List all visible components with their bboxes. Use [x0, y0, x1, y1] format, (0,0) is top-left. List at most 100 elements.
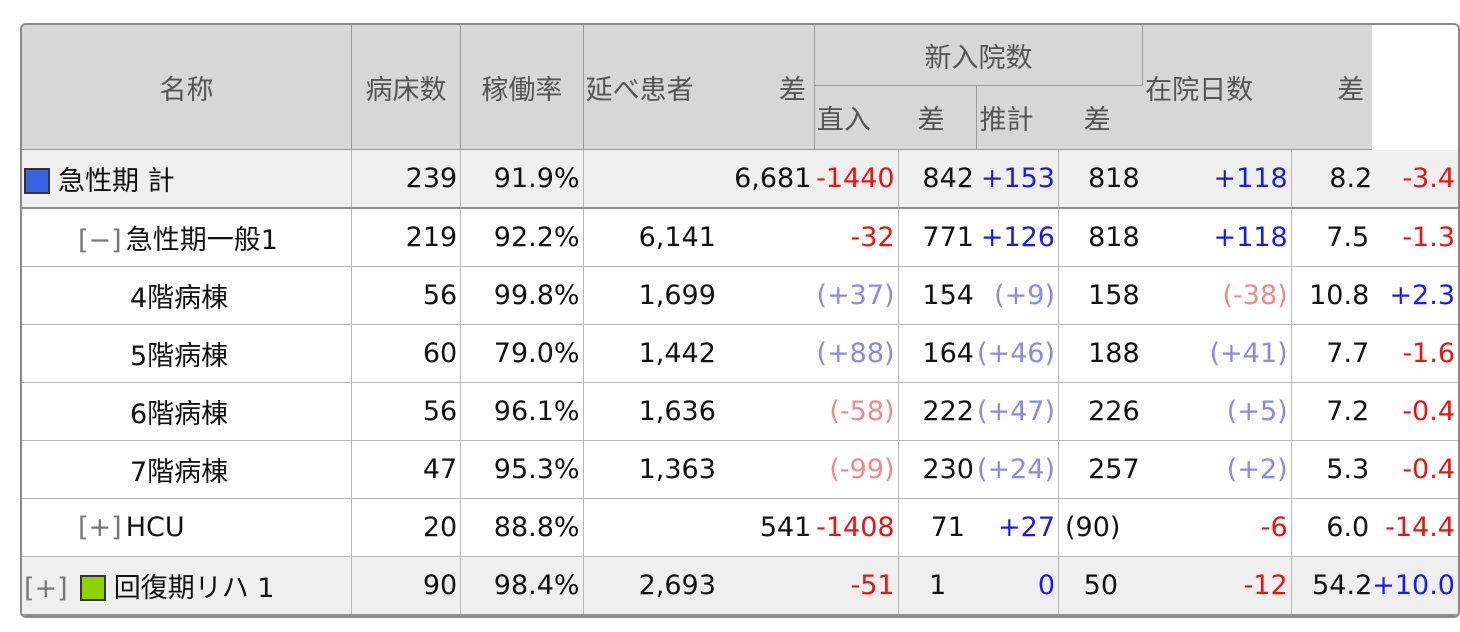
header-estimated: 推計 差 [976, 85, 1143, 150]
table-row: 7階病棟 47 95.3% 1,363 (-99) 230 (+24) 257 … [22, 440, 1458, 499]
est-cell: 188 [1058, 324, 1143, 383]
patient-days-diff-cell: (+37) [814, 266, 899, 325]
header-los: 在院日数 差 [1142, 25, 1373, 150]
patient-days-cell: 6,681 [583, 149, 815, 209]
patient-days-diff-cell: (-58) [814, 382, 899, 441]
table-row: 5階病棟 60 79.0% 1,442 (+88) 164 (+46) 188 … [22, 324, 1458, 383]
occupancy-cell: 92.2% [460, 208, 584, 267]
direct-diff-cell: (+47) [976, 382, 1059, 441]
expand-toggle[interactable]: [+] [78, 512, 122, 543]
los-cell: 6.0 [1291, 498, 1373, 557]
patient-days-diff-cell: -32 [814, 208, 899, 267]
est-cell: 158 [1058, 266, 1143, 325]
patient-days-diff-cell: (+88) [814, 324, 899, 383]
table-row: 4階病棟 56 99.8% 1,699 (+37) 154 (+9) 158 (… [22, 266, 1458, 325]
table-row: [+] 回復期リハ 1 90 98.4% 2,693 -51 1 0 50 -12… [22, 556, 1458, 615]
header-los-diff: 差 [1337, 74, 1365, 106]
row-name-cell[interactable]: [−] 急性期一般1 [22, 208, 352, 267]
est-diff-cell: +118 [1142, 149, 1292, 209]
patient-days-diff-cell: -1408 [814, 498, 899, 557]
patient-days-cell: 541 [583, 498, 815, 557]
beds-cell: 56 [351, 266, 462, 325]
est-cell: 818 [1058, 208, 1143, 267]
collapse-toggle[interactable]: [−] [78, 225, 122, 256]
header-patient-days-diff: 差 [778, 74, 806, 106]
occupancy-cell: 96.1% [460, 382, 584, 441]
occupancy-cell: 98.4% [460, 556, 584, 615]
ward-stats-table: 名称 病床数 稼働率 延べ患者差 新入院数 在院日数差 直入差 推計差 急性期 … [22, 25, 1458, 616]
los-cell: 10.8 [1291, 266, 1373, 325]
patient-days-cell: 1,636 [583, 382, 815, 441]
header-patient-days-label: 延べ患者 [585, 74, 694, 106]
header-patient-days: 延べ患者 差 [583, 25, 815, 150]
acute-color-square-icon [24, 168, 50, 194]
los-cell: 7.2 [1291, 382, 1373, 441]
patient-days-cell: 1,699 [583, 266, 815, 325]
direct-cell: 1 [898, 556, 977, 615]
direct-diff-cell: (+24) [976, 440, 1059, 499]
est-diff-cell: (+5) [1142, 382, 1292, 441]
header-estimated-label: 推計 [979, 105, 1034, 136]
direct-diff-cell: 0 [976, 556, 1059, 615]
occupancy-cell: 91.9% [460, 149, 584, 209]
patient-days-cell: 6,141 [583, 208, 815, 267]
header-direct-label: 直入 [816, 105, 871, 136]
est-cell: 818 [1058, 149, 1143, 209]
row-name-cell: 急性期 計 [22, 149, 352, 209]
est-diff-cell: (+2) [1142, 440, 1292, 499]
row-name: 急性期 計 [58, 166, 175, 197]
patient-days-cell: 1,363 [583, 440, 815, 499]
direct-cell: 71 [898, 498, 977, 557]
direct-cell: 771 [898, 208, 977, 267]
direct-diff-cell: (+9) [976, 266, 1059, 325]
los-cell: 54.2 [1291, 556, 1373, 615]
patient-days-cell: 2,693 [583, 556, 815, 615]
est-diff-cell: (-38) [1142, 266, 1292, 325]
row-name-cell: 7階病棟 [22, 440, 352, 499]
patient-days-diff-cell: -51 [814, 556, 899, 615]
beds-cell: 47 [351, 440, 462, 499]
row-name-cell: 4階病棟 [22, 266, 352, 325]
direct-cell: 222 [898, 382, 977, 441]
est-cell: 50 [1058, 556, 1143, 615]
row-name: 回復期リハ 1 [113, 573, 275, 604]
direct-cell: 164 [898, 324, 977, 383]
los-cell: 5.3 [1291, 440, 1373, 499]
header-occupancy: 稼働率 [460, 25, 584, 150]
direct-cell: 230 [898, 440, 977, 499]
est-diff-cell: -6 [1142, 498, 1292, 557]
row-name: 急性期一般1 [125, 225, 278, 256]
beds-cell: 56 [351, 382, 462, 441]
expand-toggle[interactable]: [+] [24, 573, 68, 604]
occupancy-cell: 99.8% [460, 266, 584, 325]
header-direct: 直入 差 [814, 85, 978, 150]
los-cell: 8.2 [1291, 149, 1373, 209]
occupancy-cell: 79.0% [460, 324, 584, 383]
table-row: 急性期 計 239 91.9% 6,681 -1440 842 +153 818… [22, 149, 1458, 209]
table-row: 6階病棟 56 96.1% 1,636 (-58) 222 (+47) 226 … [22, 382, 1458, 441]
los-diff-cell: -14.4 [1372, 498, 1458, 557]
ward-stats-table-container: 名称 病床数 稼働率 延べ患者差 新入院数 在院日数差 直入差 推計差 急性期 … [20, 23, 1460, 618]
table-row: [−] 急性期一般1 219 92.2% 6,141 -32 771 +126 8… [22, 208, 1458, 267]
est-diff-cell: -12 [1142, 556, 1292, 615]
row-name-cell[interactable]: [+] 回復期リハ 1 [22, 556, 352, 615]
header-admissions: 新入院数 [814, 25, 1144, 86]
est-cell: 226 [1058, 382, 1143, 441]
los-diff-cell: -1.6 [1372, 324, 1458, 383]
direct-cell: 154 [898, 266, 977, 325]
header-los-label: 在院日数 [1145, 74, 1254, 106]
occupancy-cell: 95.3% [460, 440, 584, 499]
direct-diff-cell: +153 [976, 149, 1059, 209]
rehab-color-square-icon [79, 575, 106, 601]
los-cell: 7.5 [1291, 208, 1373, 267]
los-diff-cell: +10.0 [1372, 556, 1458, 615]
row-name-cell[interactable]: [+] HCU [22, 498, 352, 557]
beds-cell: 219 [351, 208, 462, 267]
patient-days-cell: 1,442 [583, 324, 815, 383]
los-diff-cell: -1.3 [1372, 208, 1458, 267]
row-name: HCU [125, 512, 185, 543]
row-name-cell: 6階病棟 [22, 382, 352, 441]
los-diff-cell: -0.4 [1372, 440, 1458, 499]
direct-cell: 842 [898, 149, 977, 209]
occupancy-cell: 88.8% [460, 498, 584, 557]
